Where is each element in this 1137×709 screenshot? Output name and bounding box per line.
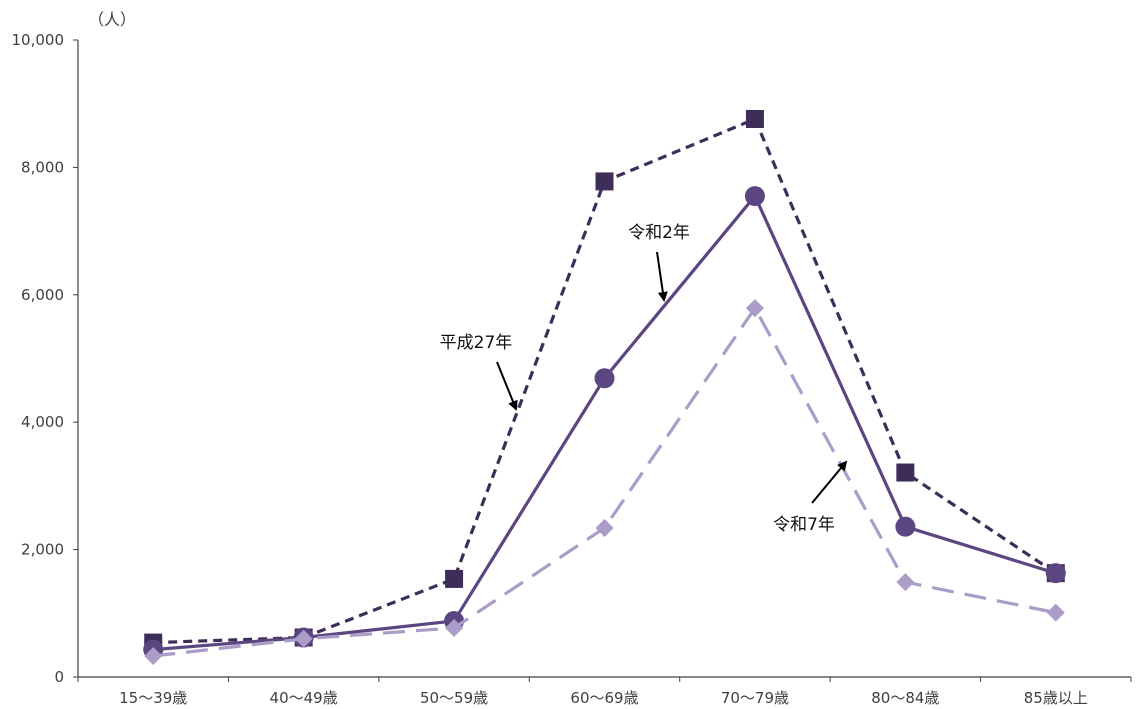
series-line bbox=[153, 194, 1057, 652]
data-point-circle bbox=[895, 516, 916, 537]
x-tick-label: 85歳以上 bbox=[1024, 689, 1088, 707]
x-tick-label: 80～84歳 bbox=[871, 689, 939, 707]
data-point-diamond bbox=[144, 646, 163, 665]
series-line bbox=[153, 306, 1057, 658]
data-point-square bbox=[745, 109, 764, 128]
y-tick-label: 0 bbox=[54, 668, 64, 686]
data-point-diamond bbox=[1046, 603, 1065, 622]
y-axis-unit: （人） bbox=[88, 10, 136, 29]
x-tick-label: 70～79歳 bbox=[721, 689, 789, 707]
data-point-circle bbox=[744, 186, 765, 207]
series-3 bbox=[144, 299, 1065, 665]
data-point-diamond bbox=[745, 299, 764, 318]
data-point-square bbox=[445, 569, 464, 588]
axes: 0 2,000 4,000 6,000 8,000 10,000 15～39歳 40～49歳 5… bbox=[12, 31, 1132, 707]
annotation-arrow-reiwa7 bbox=[811, 460, 848, 504]
annotation-label-heisei27: 平成27年 bbox=[440, 333, 513, 353]
y-tick-label: 2,000 bbox=[21, 541, 64, 559]
y-tick-label: 4,000 bbox=[21, 413, 64, 431]
annotation-layer: 平成27年 令和2年 令和7年 bbox=[440, 223, 848, 535]
series-layer bbox=[143, 109, 1066, 665]
data-point-diamond bbox=[595, 518, 614, 537]
annotation-label-reiwa7: 令和7年 bbox=[773, 515, 835, 535]
x-tick-label: 15～39歳 bbox=[119, 689, 187, 707]
annotation-label-reiwa2: 令和2年 bbox=[628, 223, 690, 243]
data-point-circle bbox=[594, 368, 615, 389]
data-point-circle bbox=[1045, 563, 1066, 584]
data-point-diamond bbox=[896, 573, 915, 592]
data-point-diamond bbox=[294, 629, 313, 648]
x-tick-label: 60～69歳 bbox=[570, 689, 638, 707]
data-point-square bbox=[896, 463, 915, 482]
data-point-diamond bbox=[445, 618, 464, 637]
x-tick-label: 40～49歳 bbox=[270, 689, 338, 707]
series-2 bbox=[143, 186, 1066, 660]
y-tick-label: 6,000 bbox=[21, 286, 64, 304]
data-point-square bbox=[595, 172, 614, 191]
annotation-arrow-reiwa2 bbox=[656, 251, 668, 302]
annotation-arrow-heisei27 bbox=[496, 361, 518, 411]
y-tick-label: 8,000 bbox=[21, 158, 64, 176]
y-tick-label: 10,000 bbox=[12, 31, 65, 49]
x-tick-label: 50～59歳 bbox=[420, 689, 488, 707]
